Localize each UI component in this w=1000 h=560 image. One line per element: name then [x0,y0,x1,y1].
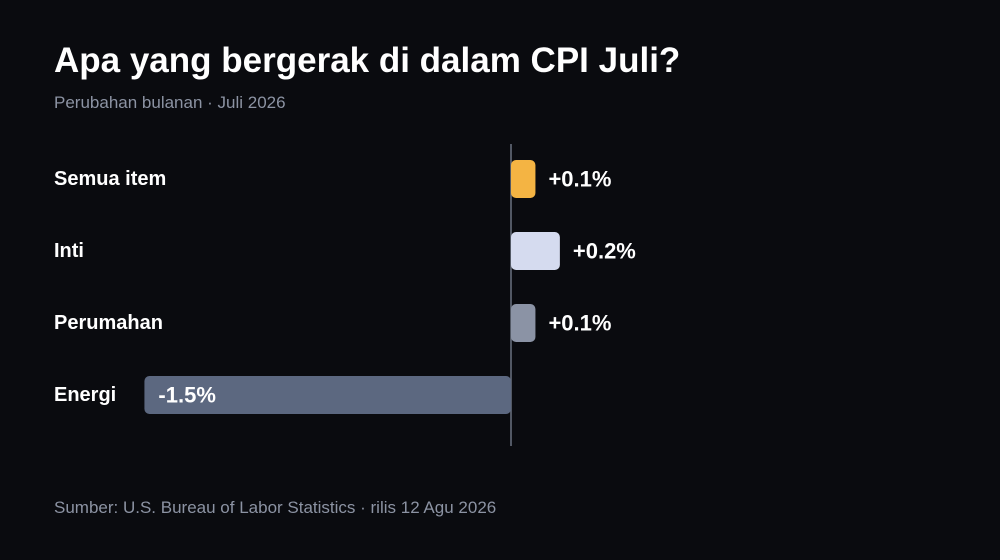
category-label-perumahan: Perumahan [54,312,163,334]
chart-subtitle: Perubahan bulanan · Juli 2026 [54,93,286,112]
value-label-energi: -1.5% [158,383,215,408]
chart-title: Apa yang bergerak di dalam CPI Juli? [54,41,681,80]
value-label-inti: +0.2% [573,239,636,264]
bar-energi [144,376,511,414]
category-label-energi: Energi [54,384,116,406]
bar-inti [511,232,560,270]
value-label-perumahan: +0.1% [548,311,611,336]
bar-perumahan [511,304,536,342]
bar-semua-item [511,160,536,198]
source-footer: Sumber: U.S. Bureau of Labor Statistics … [54,498,497,517]
category-label-inti: Inti [54,240,84,262]
category-label-semua-item: Semua item [54,168,166,190]
value-label-semua-item: +0.1% [548,167,611,192]
